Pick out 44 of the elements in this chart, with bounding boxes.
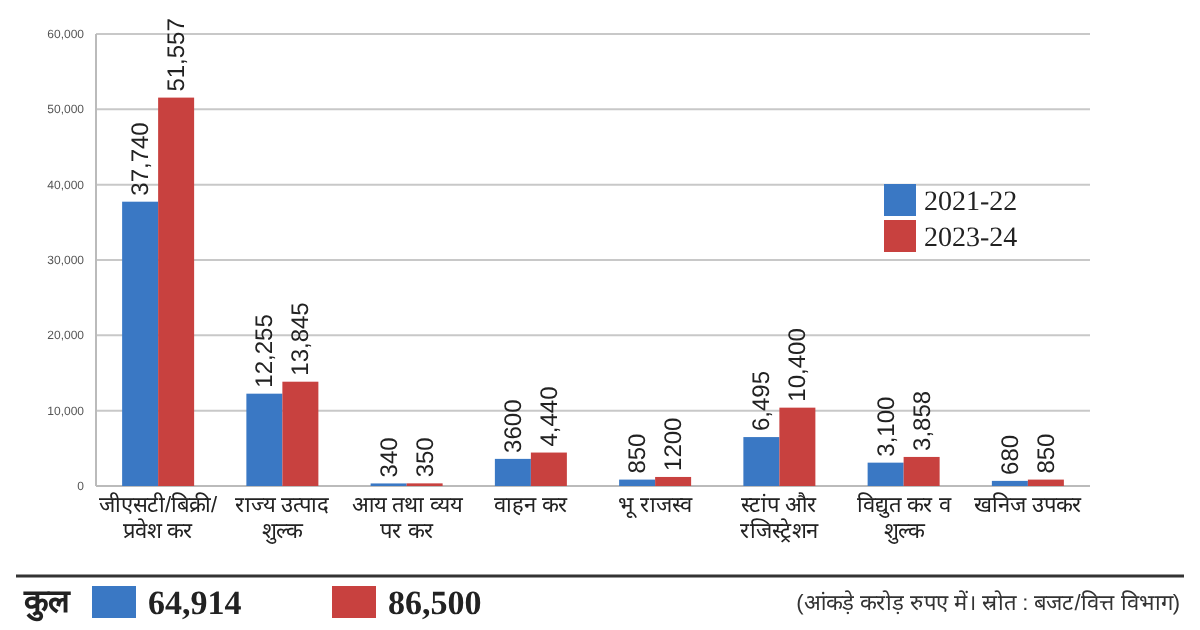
data-label: 37,740 — [126, 121, 155, 196]
x-tick-label: जीएसटी/बिक्री/ प्रवेश कर — [99, 492, 220, 544]
bar — [494, 458, 531, 486]
text: 64,914 — [148, 584, 243, 622]
bar — [246, 393, 283, 486]
data-label: 340 — [374, 436, 403, 478]
bar — [530, 452, 567, 486]
text: 86,500 — [388, 584, 482, 622]
data-label: 12,255 — [250, 313, 279, 388]
x-tick-label: वाहन कर — [493, 494, 568, 518]
data-label: 680 — [995, 434, 1024, 475]
bar — [903, 456, 940, 486]
data-label: 13,845 — [286, 301, 315, 376]
data-label: 1200 — [659, 416, 688, 471]
x-tick-label: राज्य उत्पाद शुल्क — [235, 494, 330, 544]
text: (आंकड़े करोड़ रुपए में। स्रोत : बजट/वित्त विभाग) — [796, 590, 1180, 616]
bar — [779, 407, 816, 486]
x-tick-label: विद्युत कर व शुल्क — [856, 492, 953, 544]
data-label: 4,440 — [534, 385, 563, 447]
bar — [991, 480, 1028, 486]
bar — [282, 381, 319, 486]
data-label: 350 — [410, 436, 439, 478]
x-tick-label: स्टांप और रजिस्ट्रेशन — [740, 492, 821, 544]
legend-label: 2023-24 — [924, 224, 1018, 254]
data-label: 51,557 — [162, 17, 191, 92]
x-tick-label: आय तथा व्यय पर कर — [351, 494, 464, 544]
data-label: 850 — [623, 432, 652, 474]
legend-label: 2021-22 — [924, 188, 1018, 218]
data-label: 850 — [1031, 432, 1060, 474]
bar — [158, 97, 195, 486]
data-label: 6,495 — [747, 370, 776, 432]
bar — [867, 462, 904, 486]
data-label: 3,100 — [871, 395, 900, 457]
bar — [655, 476, 692, 486]
x-tick-label: खनिज उपकर — [973, 492, 1082, 518]
data-label: 3,858 — [907, 390, 936, 451]
bar — [619, 479, 656, 486]
x-tick-label: भू राजस्व — [618, 494, 695, 520]
bar — [122, 201, 159, 486]
data-label: 10,400 — [783, 327, 812, 402]
data-label: 3600 — [498, 398, 527, 453]
bar — [1027, 479, 1064, 486]
bar — [743, 437, 780, 486]
text: कुल — [22, 586, 72, 622]
